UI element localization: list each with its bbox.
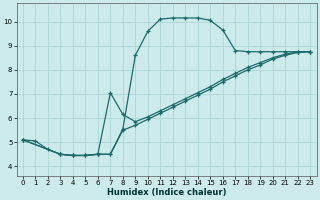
X-axis label: Humidex (Indice chaleur): Humidex (Indice chaleur)	[107, 188, 226, 197]
